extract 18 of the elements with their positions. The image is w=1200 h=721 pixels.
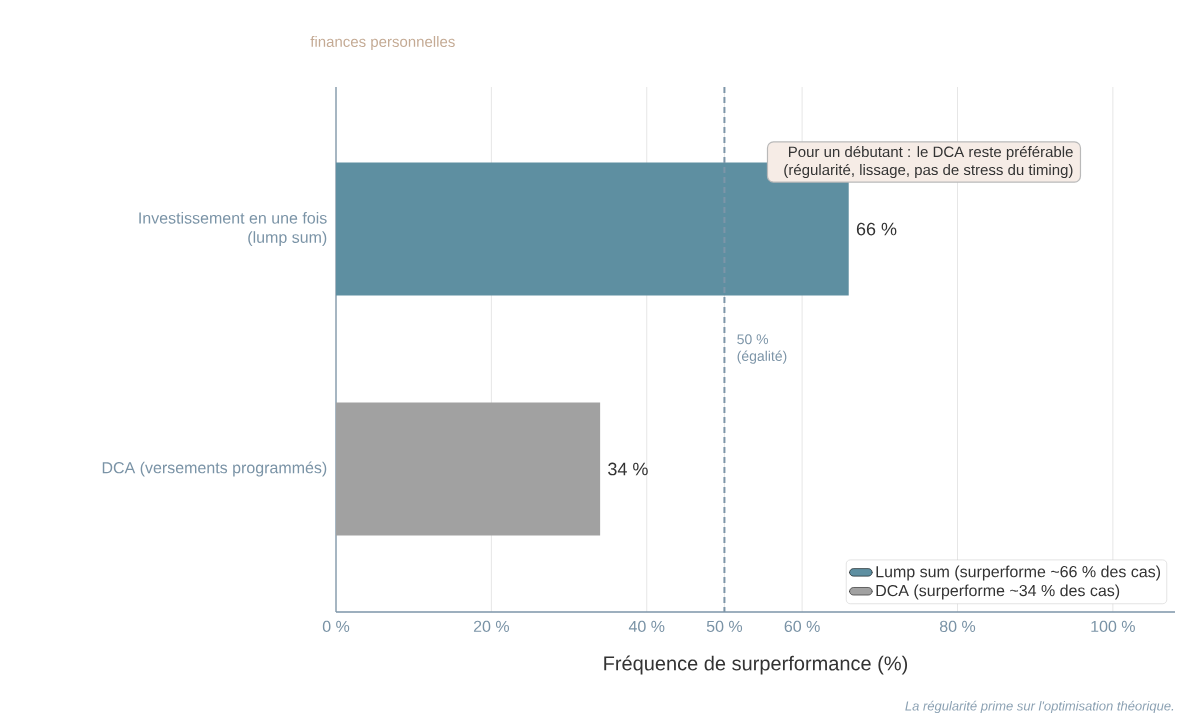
y-tick-label: DCA (versements programmés) xyxy=(102,461,327,477)
x-tick-label: 0 % xyxy=(322,620,350,633)
x-tick-label: 50 % xyxy=(706,620,743,633)
text: La régularité prime sur l'optimisation théorique. xyxy=(905,700,1174,714)
legend-label: Lump sum (surperforme ~66 % des cas) xyxy=(876,565,1161,581)
x-tick-label: 60 % xyxy=(784,620,820,633)
x-tick-label: 40 % xyxy=(628,620,665,633)
ref-line-label: 50 % (égalité) xyxy=(737,334,787,364)
legend-label: DCA (surperforme ~34 % des cas) xyxy=(876,584,1120,600)
x-tick-label: 80 % xyxy=(939,620,976,633)
x-axis-title: Fréquence de surperformance (%) xyxy=(604,655,908,675)
data-label: 34 % xyxy=(608,462,648,476)
data-label: 66 % xyxy=(856,222,897,236)
x-tick-label: 100 % xyxy=(1091,620,1135,633)
y-tick-label: Investissement en une fois (lump sum) xyxy=(139,212,327,247)
chart-subtitle: finances personnelles xyxy=(310,36,455,50)
x-tick-label: 20 % xyxy=(473,620,510,633)
annotation: Pour un débutant : le DCA reste préférable (régularité, lissage, pas de stress du timing) xyxy=(784,145,1073,179)
